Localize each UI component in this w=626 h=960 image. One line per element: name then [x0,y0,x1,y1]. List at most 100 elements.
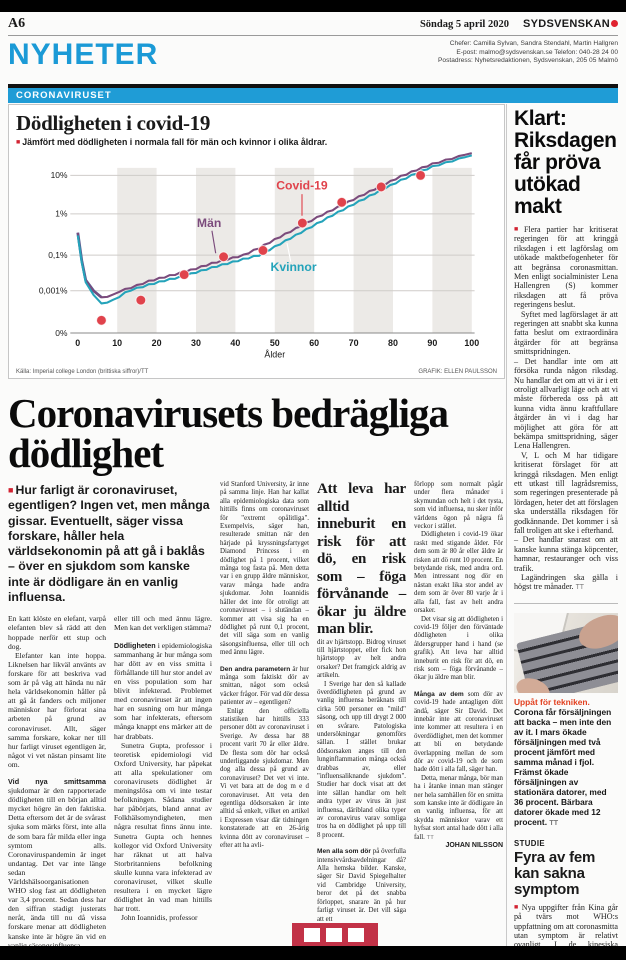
covid-dot [297,217,308,229]
chart-title: Dödligheten i covid-19 [16,111,211,135]
paragraph: vid Stanford University, är inne på samm… [220,481,309,657]
article-column-1: En katt klöste en elefant, varpå elefant… [8,614,106,949]
paragraph: Syftet med lagförslaget är att regeringe… [514,309,618,357]
covid-dot [96,314,107,326]
sidebar: Klart: Riksdagen får pröva utökad makt ■… [506,104,618,960]
date-brand: Söndag 5 april 2020 SYDSVENSKAN [420,14,618,32]
paragraph-text: sjukdomar är den rapporterade dödlighete… [8,786,106,950]
y-tick-label: 0% [55,328,68,338]
paragraph: Det visar sig att dödligheten i covid-19… [414,615,503,682]
x-tick-label: 70 [349,338,359,348]
x-tick-label: 80 [388,338,398,348]
paragraph: I Sverige har den så kallade överdödligh… [317,680,406,839]
x-axis-label: Ålder [264,349,285,359]
page-header: A6 Söndag 5 april 2020 SYDSVENSKAN NYHET… [8,14,618,70]
paragraph: Många av dem som dör av covid-19 hade an… [414,691,503,775]
paragraph: Vid nya smittsamma sjukdomar är den rapp… [8,777,106,950]
x-tick-label: 60 [309,338,319,348]
page-number: A6 [8,16,26,31]
covid-dot [135,294,147,306]
ad-square [304,928,320,942]
columns-1-2: En katt klöste en elefant, varpå elefant… [8,614,212,949]
red-square-bullet: ■ [514,902,520,911]
topic-bar: CORONAVIRUSET [8,84,618,103]
paragraph-text: som dör av covid-19 hade antagligen dött… [414,690,503,774]
paragraph: En katt klöste en elefant, varpå elefant… [8,614,106,651]
paragraph: Dödligheten i covid-19 ökar raskt med st… [414,531,503,615]
paragraph-text: i epidemiologiska sammanhang är hur mång… [114,640,212,741]
label-callout [286,242,292,262]
paragraph: Den andra parametern är hur många som fa… [220,666,309,708]
article-column-2: eller till och med ännu lägre. Men kan d… [114,614,212,949]
article-lead: ■ Hur farligt är coronaviruset, egentlige… [8,483,212,605]
red-square-bullet: ■ [8,485,14,495]
label-callout [211,230,217,254]
topic-bar-strip [8,84,618,88]
sidebar-headline: Klart: Riksdagen får pröva utökad makt [514,107,617,218]
tech-sales-photo [514,612,618,693]
paragraph: Lagändringen ska gälla i högst tre månad… [514,573,618,593]
article-lead-text: Hur farligt är coronaviruset, egentligen… [8,483,210,605]
article-column-4: Att leva har alltid inneburit en risk fö… [317,481,406,950]
tt-mark: TT [549,818,559,827]
paragraph-text: Detta, menar många, bör man ha i åtanke … [414,774,503,841]
paragraph: Sunetra Gupta, professor i teoretisk epi… [114,740,212,914]
dateline: Söndag 5 april 2020 [419,19,509,30]
study-kicker: STUDIE [514,838,545,848]
red-square-bullet: ■ [16,139,21,146]
paragraph: – Det handlar snarast om att kanske kunn… [514,535,618,573]
y-tick-label: 1% [55,209,68,219]
paragraph: Dödligheten i epidemiologiska sammanhang… [114,641,212,741]
paragraph-lead: Många av dem [414,690,464,698]
caption-text: Corona får försäljningen att backa – men… [514,706,612,827]
paragraph-lead: Men alla som dör [317,848,371,856]
paragraph: Enligt den officiella statistiken har hi… [220,707,309,850]
paragraph-lead: Den andra parametern [220,665,291,673]
paragraph: förlopp som normalt pågår under flera må… [414,481,503,531]
sidebar-divider [514,602,618,604]
x-tick-label: 90 [427,338,437,348]
caption-title: Uppåt för tekniken. [514,696,590,707]
study-headline: Fyra av fem kan sakna symptom [514,848,596,898]
paragraph-lead: Vid nya smittsamma [8,776,106,786]
x-tick-label: 30 [191,338,201,348]
paragraph-text: Flera partier har kritiserat regeringen … [514,225,619,310]
paragraph: eller till och med ännu lägre. Men kan d… [114,614,212,633]
x-tick-label: 100 [464,338,479,348]
ad-square [348,928,364,942]
x-tick-label: 40 [230,338,240,348]
y-tick-label: 0,001% [39,286,68,296]
paragraph-lead: Dödligheten [114,640,156,650]
paragraph: dit av hjärtstopp. Bidrog viruset till h… [317,638,406,680]
topic-bar-label: CORONAVIRUSET [16,90,112,101]
covid-dot [415,170,426,181]
paragraph-text: på överfulla intensivvårdsavdelningar då… [317,848,406,923]
main-headline: Coronavirusets bedrägliga dödlighet [8,390,449,476]
topic-bar-blue: CORONAVIRUSET [8,88,618,103]
pull-quote: Att leva har alltid inneburit en risk fö… [317,481,406,637]
series-label-Män: Män [197,216,221,230]
article-column-3: vid Stanford University, är inne på samm… [220,481,309,950]
photo-caption: Uppåt för tekniken. Corona får försäljni… [514,697,618,828]
x-tick-label: 0 [75,338,80,348]
paragraph: John Ioannidis, professor [121,913,198,923]
header-row-top: A6 Söndag 5 april 2020 SYDSVENSKAN [8,14,618,36]
covid-dot [218,251,229,263]
bottom-ad-fragment [292,923,378,949]
paragraph: ■ Flera partier har kritiserat regeringen… [514,225,618,310]
x-tick-label: 10 [112,338,122,348]
decade-band [432,167,472,333]
article-column-5: förlopp som normalt pågår under flera må… [414,481,503,950]
main-article-area: Dödligheten i covid-19 ■ Jämfört med dödl… [8,104,505,960]
paragraph: – Det handlar inte om att försöka runda … [514,356,618,451]
bottom-black-bar [0,946,626,960]
chart-subtitle: ■ Jämfört med dödligheten i normala fall … [16,137,497,147]
paragraph: Elefanter kan inte hoppa. Liknelsen har … [8,650,106,769]
covid-dot [257,245,269,256]
covid-dot [375,181,387,193]
series-label-Kvinnor: Kvinnor [271,260,317,274]
paragraph: Men alla som dör på överfulla intensivvå… [317,848,406,924]
y-tick-label: 10% [51,170,68,180]
series-label-Covid-19: Covid-19 [276,178,328,192]
paragraph: Detta, menar många, bör man ha i åtanke … [414,775,503,842]
